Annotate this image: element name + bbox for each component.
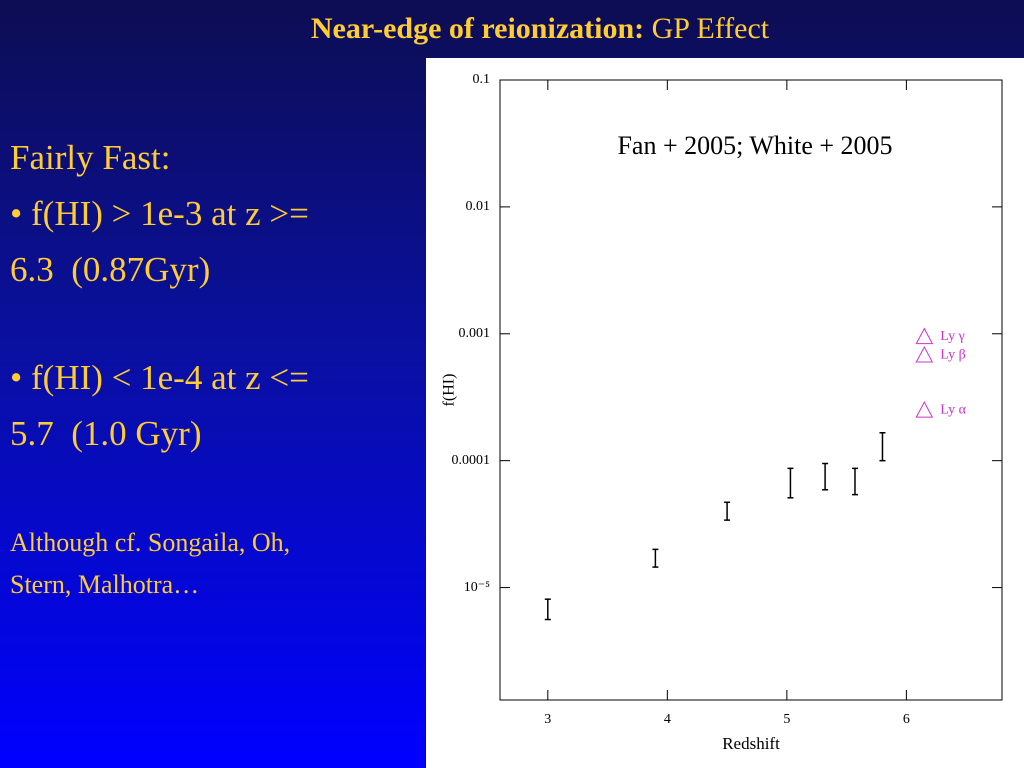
y-tick-label: 0.0001 bbox=[452, 453, 491, 468]
y-tick-label: 0.01 bbox=[466, 199, 491, 214]
body-line: 5.7 (1.0 Gyr) bbox=[10, 414, 202, 453]
body-line: • f(HI) < 1e-4 at z <= bbox=[10, 358, 309, 397]
x-tick-label: 6 bbox=[903, 712, 910, 727]
limit-label: Ly β bbox=[940, 347, 965, 362]
spacer bbox=[10, 298, 420, 350]
y-tick-label: 0.001 bbox=[459, 326, 491, 341]
plot-frame bbox=[499, 79, 1003, 701]
body-line: Fairly Fast: bbox=[10, 138, 171, 177]
x-axis-label: Redshift bbox=[722, 734, 780, 753]
note: Although cf. Songaila, Oh, Stern, Malhotr… bbox=[10, 522, 420, 606]
limit-label: Ly α bbox=[940, 402, 966, 417]
title-normal: GP Effect bbox=[651, 12, 770, 45]
slide-title: Near-edge of reionization: GP Effect bbox=[0, 12, 1024, 46]
chart: 0.1 0.01 0.001 0.0001 10⁻⁵ 3 4 5 6 Redshift f(HI) F… bbox=[426, 58, 1024, 768]
x-tick-label: 4 bbox=[664, 712, 671, 727]
note-line: Stern, Malhotra… bbox=[10, 570, 200, 599]
note-line: Although cf. Songaila, Oh, bbox=[10, 528, 291, 557]
lower-limit bbox=[915, 401, 934, 418]
limit-label: Ly γ bbox=[940, 329, 964, 344]
annotation: Fan + 2005; White + 2005 bbox=[617, 131, 892, 160]
x-tick-label: 3 bbox=[544, 712, 551, 727]
x-tick-label: 5 bbox=[783, 712, 790, 727]
body-line: 6.3 (0.87Gyr) bbox=[10, 250, 211, 289]
y-tick-label: 0.1 bbox=[473, 72, 491, 87]
y-axis-label: f(HI) bbox=[441, 374, 458, 407]
body-line: • f(HI) > 1e-3 at z >= bbox=[10, 194, 309, 233]
title-bold: Near-edge of reionization: bbox=[310, 12, 645, 45]
y-tick-label: 10⁻⁵ bbox=[464, 580, 490, 595]
lower-limit bbox=[915, 327, 934, 345]
slide-body: Fairly Fast: • f(HI) > 1e-3 at z >= 6.3 (0… bbox=[10, 130, 420, 606]
lower-limit bbox=[915, 345, 934, 363]
